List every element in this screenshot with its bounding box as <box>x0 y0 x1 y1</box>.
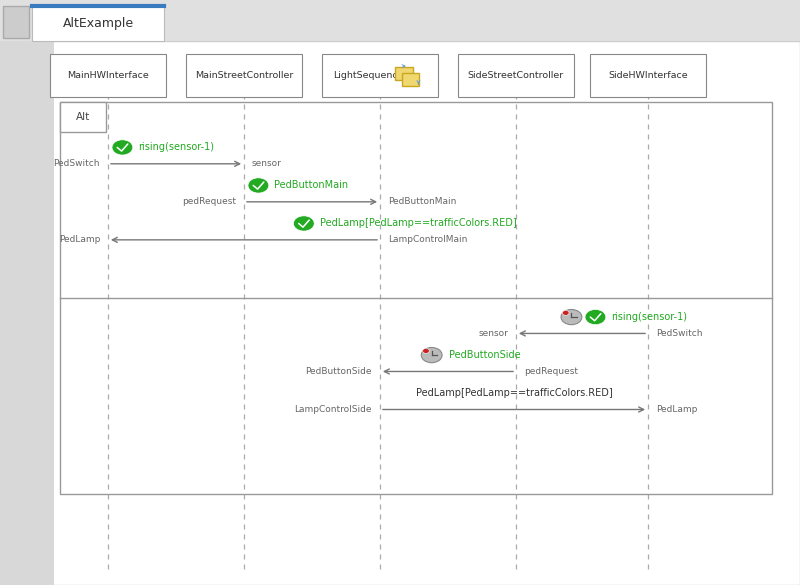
FancyBboxPatch shape <box>0 41 800 585</box>
Text: MainHWInterface: MainHWInterface <box>67 71 149 80</box>
Text: PedLamp: PedLamp <box>58 235 100 245</box>
FancyBboxPatch shape <box>3 6 29 38</box>
Text: PedButtonSide: PedButtonSide <box>306 367 372 376</box>
Text: MainStreetController: MainStreetController <box>195 71 293 80</box>
Circle shape <box>422 349 430 353</box>
Text: sensor: sensor <box>252 159 282 168</box>
Text: LightSequencer: LightSequencer <box>333 71 408 80</box>
FancyBboxPatch shape <box>0 41 54 585</box>
Text: PedButtonMain: PedButtonMain <box>388 197 456 207</box>
Text: sensor: sensor <box>478 329 508 338</box>
Text: PedLamp: PedLamp <box>656 405 698 414</box>
FancyBboxPatch shape <box>402 73 419 86</box>
FancyBboxPatch shape <box>395 67 413 80</box>
Circle shape <box>561 309 582 325</box>
Text: pedRequest: pedRequest <box>182 197 236 207</box>
Text: SideHWInterface: SideHWInterface <box>608 71 688 80</box>
Circle shape <box>112 140 133 155</box>
Text: PedLamp[PedLamp==trafficColors.RED]: PedLamp[PedLamp==trafficColors.RED] <box>320 218 517 229</box>
Text: PedLamp[PedLamp==trafficColors.RED]: PedLamp[PedLamp==trafficColors.RED] <box>416 388 612 398</box>
FancyBboxPatch shape <box>0 0 800 41</box>
Text: PedSwitch: PedSwitch <box>54 159 100 168</box>
Circle shape <box>585 309 606 325</box>
Text: PedSwitch: PedSwitch <box>656 329 702 338</box>
Text: SideStreetController: SideStreetController <box>468 71 564 80</box>
FancyBboxPatch shape <box>50 54 166 97</box>
FancyBboxPatch shape <box>590 54 706 97</box>
Circle shape <box>422 347 442 363</box>
FancyBboxPatch shape <box>458 54 574 97</box>
Text: AltExample: AltExample <box>62 17 134 30</box>
FancyBboxPatch shape <box>60 102 106 132</box>
Text: PedButtonSide: PedButtonSide <box>450 350 521 360</box>
Circle shape <box>294 216 314 231</box>
Text: LampControlSide: LampControlSide <box>294 405 372 414</box>
Text: pedRequest: pedRequest <box>524 367 578 376</box>
Text: rising(sensor-1): rising(sensor-1) <box>611 312 687 322</box>
FancyBboxPatch shape <box>322 54 438 97</box>
Circle shape <box>248 178 269 193</box>
Text: rising(sensor-1): rising(sensor-1) <box>138 142 214 153</box>
Text: LampControlMain: LampControlMain <box>388 235 467 245</box>
FancyBboxPatch shape <box>32 6 164 41</box>
Text: Alt: Alt <box>76 112 90 122</box>
Circle shape <box>562 311 569 315</box>
Text: PedButtonMain: PedButtonMain <box>274 180 349 191</box>
FancyBboxPatch shape <box>186 54 302 97</box>
